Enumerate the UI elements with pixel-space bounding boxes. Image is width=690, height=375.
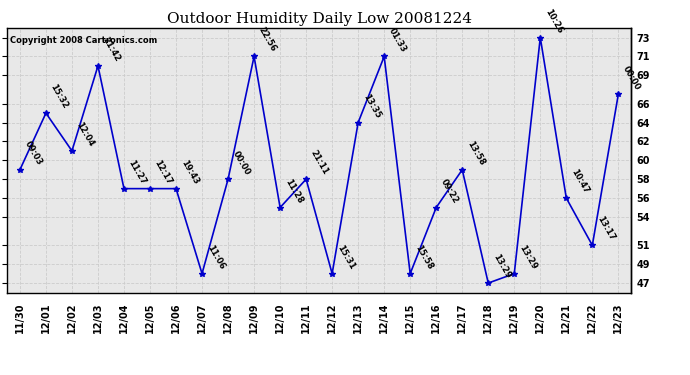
- Text: 12:17: 12:17: [152, 158, 174, 186]
- Text: 11:28: 11:28: [283, 177, 304, 205]
- Text: 13:17: 13:17: [595, 215, 616, 243]
- Text: Copyright 2008 Cartronics.com: Copyright 2008 Cartronics.com: [10, 36, 157, 45]
- Text: 01:33: 01:33: [387, 26, 408, 54]
- Text: 13:58: 13:58: [465, 140, 486, 167]
- Text: 12:04: 12:04: [75, 120, 96, 148]
- Text: 22:56: 22:56: [257, 26, 278, 54]
- Text: 15:31: 15:31: [335, 243, 356, 271]
- Text: 21:11: 21:11: [309, 148, 330, 176]
- Title: Outdoor Humidity Daily Low 20081224: Outdoor Humidity Daily Low 20081224: [166, 12, 472, 26]
- Text: 10:26: 10:26: [543, 7, 564, 35]
- Text: 00:00: 00:00: [621, 64, 642, 92]
- Text: 13:29: 13:29: [491, 253, 512, 280]
- Text: 11:27: 11:27: [127, 158, 148, 186]
- Text: 13:29: 13:29: [517, 243, 538, 271]
- Text: 10:47: 10:47: [569, 168, 590, 195]
- Text: 15:32: 15:32: [49, 82, 70, 110]
- Text: 09:22: 09:22: [439, 177, 460, 205]
- Text: 15:58: 15:58: [413, 243, 434, 271]
- Text: 13:35: 13:35: [361, 92, 382, 120]
- Text: 11:06: 11:06: [205, 243, 226, 271]
- Text: 19:43: 19:43: [179, 158, 200, 186]
- Text: 00:00: 00:00: [231, 149, 252, 176]
- Text: 09:03: 09:03: [23, 140, 43, 167]
- Text: 21:42: 21:42: [101, 35, 122, 63]
